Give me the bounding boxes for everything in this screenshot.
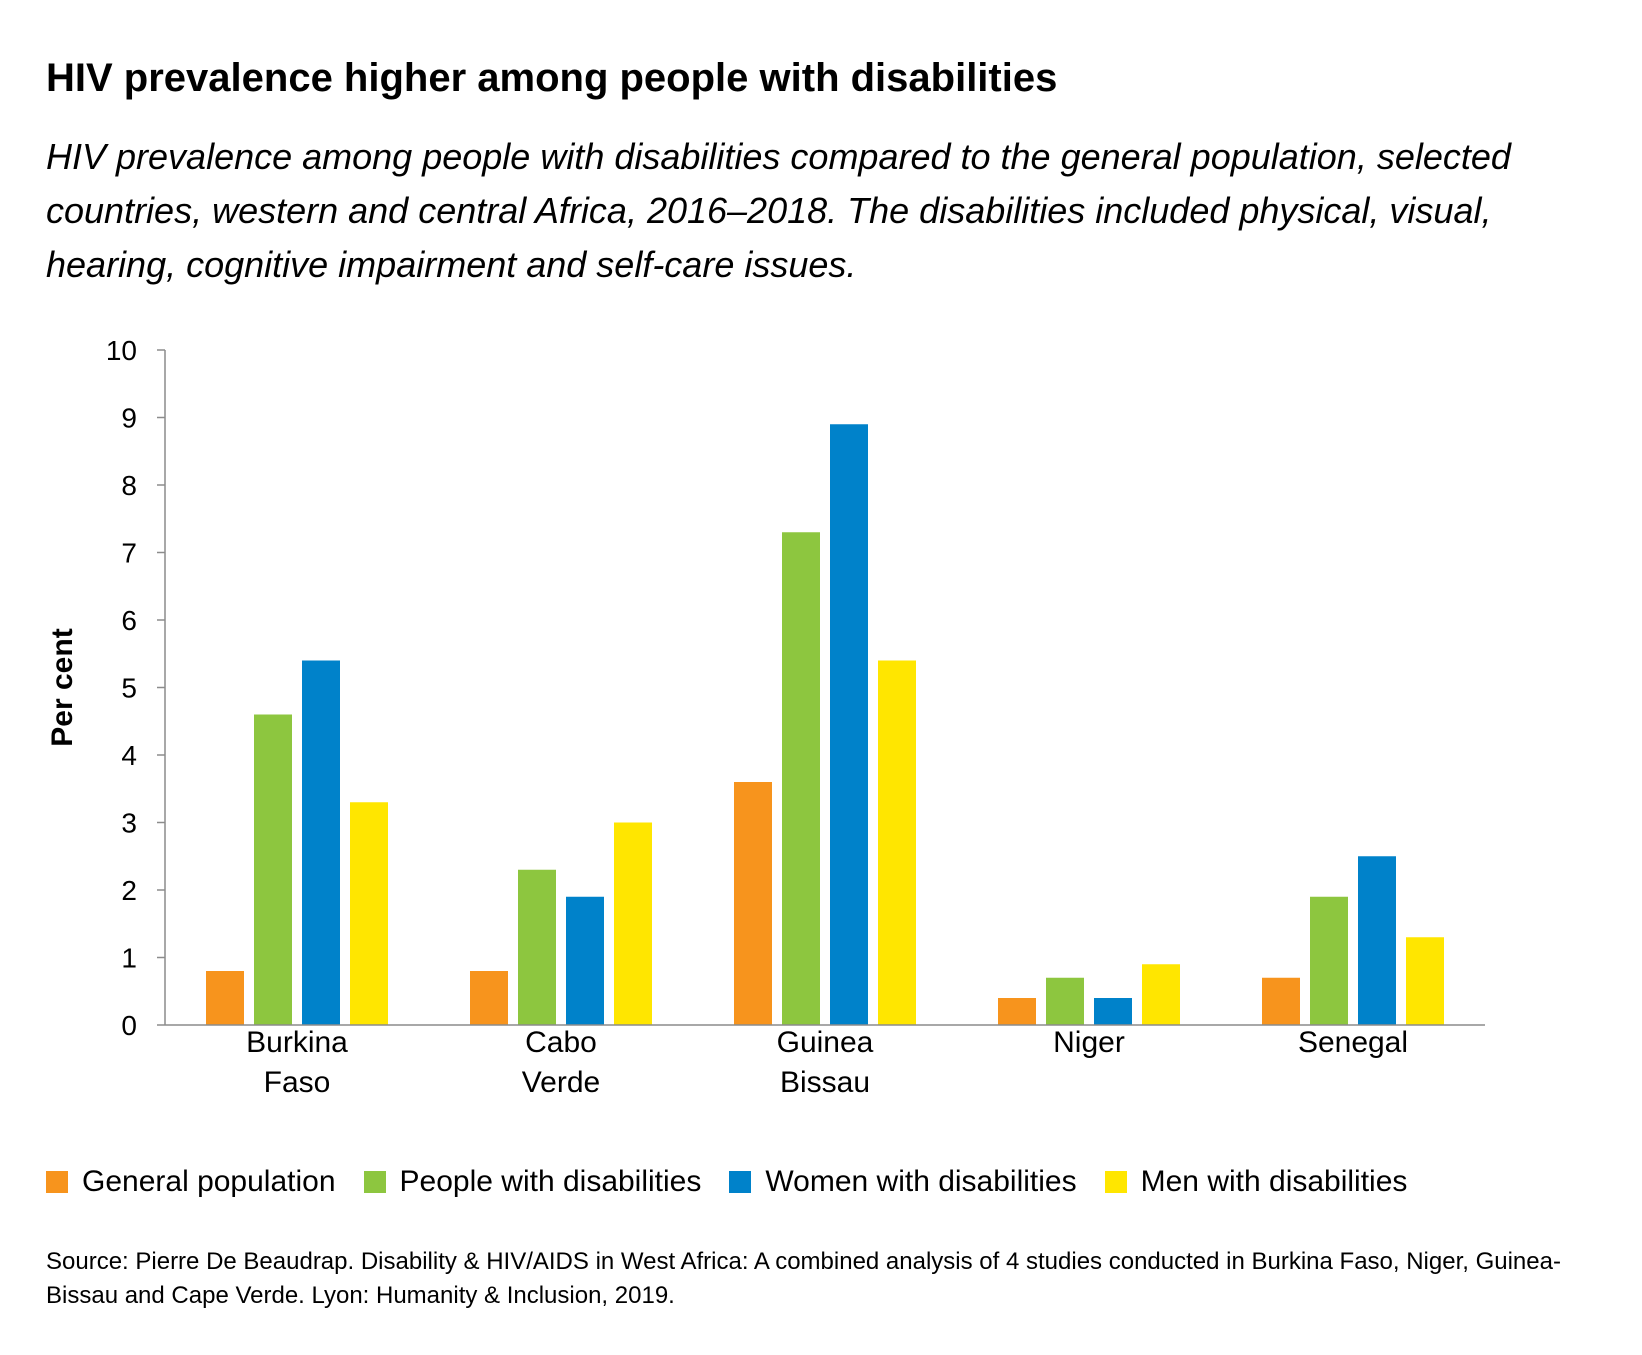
bar: Women with disabilities: 5.4: [302, 660, 340, 1025]
bar: Men with disabilities: 3.3: [350, 802, 388, 1025]
y-tick-label: 0: [121, 1010, 137, 1041]
x-tick-label: Niger: [1053, 1026, 1125, 1059]
y-tick-label: 9: [121, 403, 137, 434]
legend-swatch: [1104, 1171, 1127, 1193]
bar: Men with disabilities: 3: [614, 822, 652, 1025]
bar: People with disabilities: 0.7: [1046, 977, 1084, 1025]
bar: People with disabilities: 4.6: [254, 714, 292, 1025]
legend-label: Men with disabilities: [1140, 1165, 1408, 1198]
y-axis-ticks: 0 1 2 3 4 5 6 7 8 9 10: [106, 335, 165, 1041]
bar: People with disabilities: 1.9: [1310, 896, 1348, 1025]
bar: Men with disabilities: 5.4: [878, 660, 916, 1025]
bar: Men with disabilities: 1.3: [1406, 937, 1444, 1025]
legend-swatch: [46, 1171, 68, 1193]
chart-subtitle: HIV prevalence among people with disabil…: [46, 136, 1511, 285]
bar: Women with disabilities: 0.4: [1094, 998, 1132, 1025]
bar: General population: 3.6: [734, 782, 772, 1025]
y-axis-label: Per cent: [46, 628, 79, 746]
legend-item-women-with-disabilities: Women with disabilities: [729, 1165, 1077, 1199]
x-tick-label: Senegal: [1298, 1026, 1408, 1059]
bar: Women with disabilities: 1.9: [566, 896, 604, 1025]
legend-label: General population: [82, 1165, 336, 1198]
source-note: Source: Pierre De Beaudrap. Disability &…: [46, 1248, 1561, 1309]
x-tick-label: Guinea Bissau: [777, 1026, 874, 1099]
y-tick-label: 4: [121, 740, 137, 771]
y-tick-label: 8: [121, 470, 137, 501]
bar: General population: 0.8: [206, 971, 244, 1025]
legend-swatch: [363, 1171, 386, 1193]
x-tick-label: Burkina Faso: [246, 1026, 348, 1099]
legend-item-men-with-disabilities: Men with disabilities: [1104, 1165, 1408, 1199]
bar: Women with disabilities: 8.9: [830, 424, 868, 1025]
y-tick-label: 5: [121, 673, 137, 704]
legend-item-general-population: General population: [46, 1165, 336, 1199]
legend-swatch: [729, 1171, 752, 1193]
y-tick-label: 6: [121, 605, 137, 636]
x-tick-label: Cabo Verde: [522, 1026, 600, 1099]
bar: People with disabilities: 2.3: [518, 869, 556, 1025]
bar: General population: 0.8: [470, 971, 508, 1025]
bar: Women with disabilities: 2.5: [1358, 856, 1396, 1025]
bar: People with disabilities: 7.3: [782, 532, 820, 1025]
bar: General population: 0.7: [1262, 977, 1300, 1025]
y-tick-label: 2: [121, 875, 137, 906]
legend-label: People with disabilities: [399, 1165, 702, 1198]
legend: General population People with disabilit…: [46, 1162, 1435, 1202]
y-tick-label: 1: [121, 943, 137, 974]
y-tick-label: 10: [106, 335, 137, 366]
y-tick-label: 7: [121, 538, 137, 569]
legend-label: Women with disabilities: [765, 1165, 1077, 1198]
y-tick-label: 3: [121, 808, 137, 839]
bars: General population: 0.8 People with disab…: [206, 424, 1444, 1025]
legend-item-people-with-disabilities: People with disabilities: [363, 1165, 702, 1199]
bar: Men with disabilities: 0.9: [1142, 964, 1180, 1025]
chart-title: HIV prevalence higher among people with …: [46, 56, 1058, 100]
bar: General population: 0.4: [998, 998, 1036, 1025]
bar-chart: 0 1 2 3 4 5 6 7 8 9 10 General population: 0.8 Peop…: [46, 335, 1485, 1099]
x-axis-labels: Burkina Faso Cabo Verde Guinea Bissau Niger Sen…: [246, 1026, 1408, 1099]
